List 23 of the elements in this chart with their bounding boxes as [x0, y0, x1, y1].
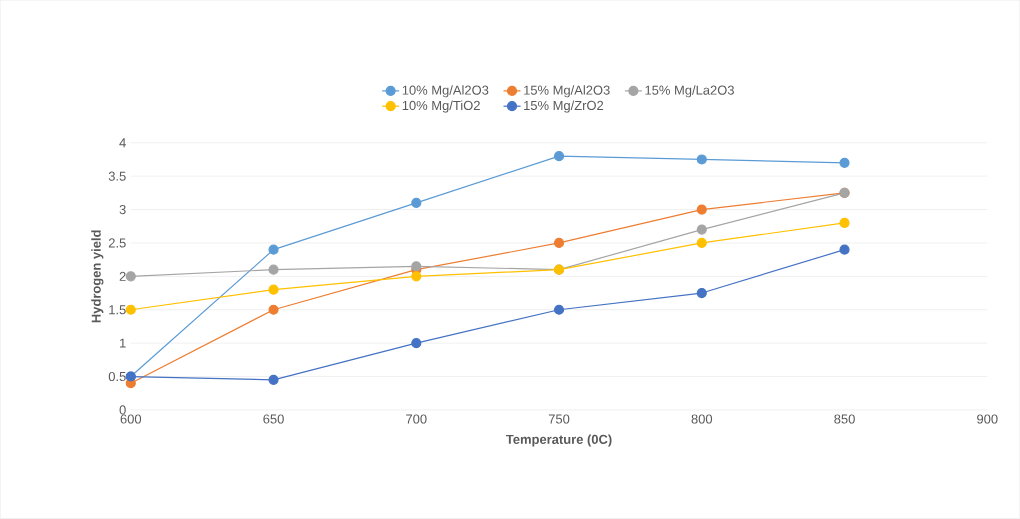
legend-label: 10% Mg/Al2O3 — [402, 85, 489, 98]
y-tick-label: 3 — [119, 205, 126, 215]
y-tick-label: 4 — [119, 138, 126, 148]
y-tick-label: 0 — [119, 405, 126, 415]
x-tick-label: 850 — [834, 414, 855, 424]
y-tick-label: 2 — [119, 271, 126, 282]
y-tick-label: 1 — [120, 338, 126, 348]
y-tick-label: 2.5 — [108, 238, 126, 248]
x-axis-title: Temperature (0C) — [506, 434, 612, 447]
x-tick-label: 900 — [977, 414, 998, 424]
x-tick-label: 650 — [263, 414, 284, 424]
x-tick-label: 600 — [120, 414, 142, 424]
legend-label: 15% Mg/ZrO2 — [524, 100, 604, 113]
y-tick-label: 0.5 — [108, 372, 126, 382]
x-tick-label: 750 — [548, 414, 570, 424]
legend-label: 15% Mg/La2O3 — [645, 85, 734, 98]
legend-label: 10% Mg/TiO2 — [402, 100, 480, 113]
y-tick-label: 1.5 — [109, 305, 126, 315]
y-axis-title: Hydrogen yield — [91, 230, 104, 323]
legend-label: 15% Mg/Al2O3 — [524, 85, 610, 98]
y-tick-label: 3.5 — [108, 171, 126, 181]
x-tick-label: 700 — [406, 414, 427, 424]
x-tick-label: 800 — [691, 414, 713, 424]
